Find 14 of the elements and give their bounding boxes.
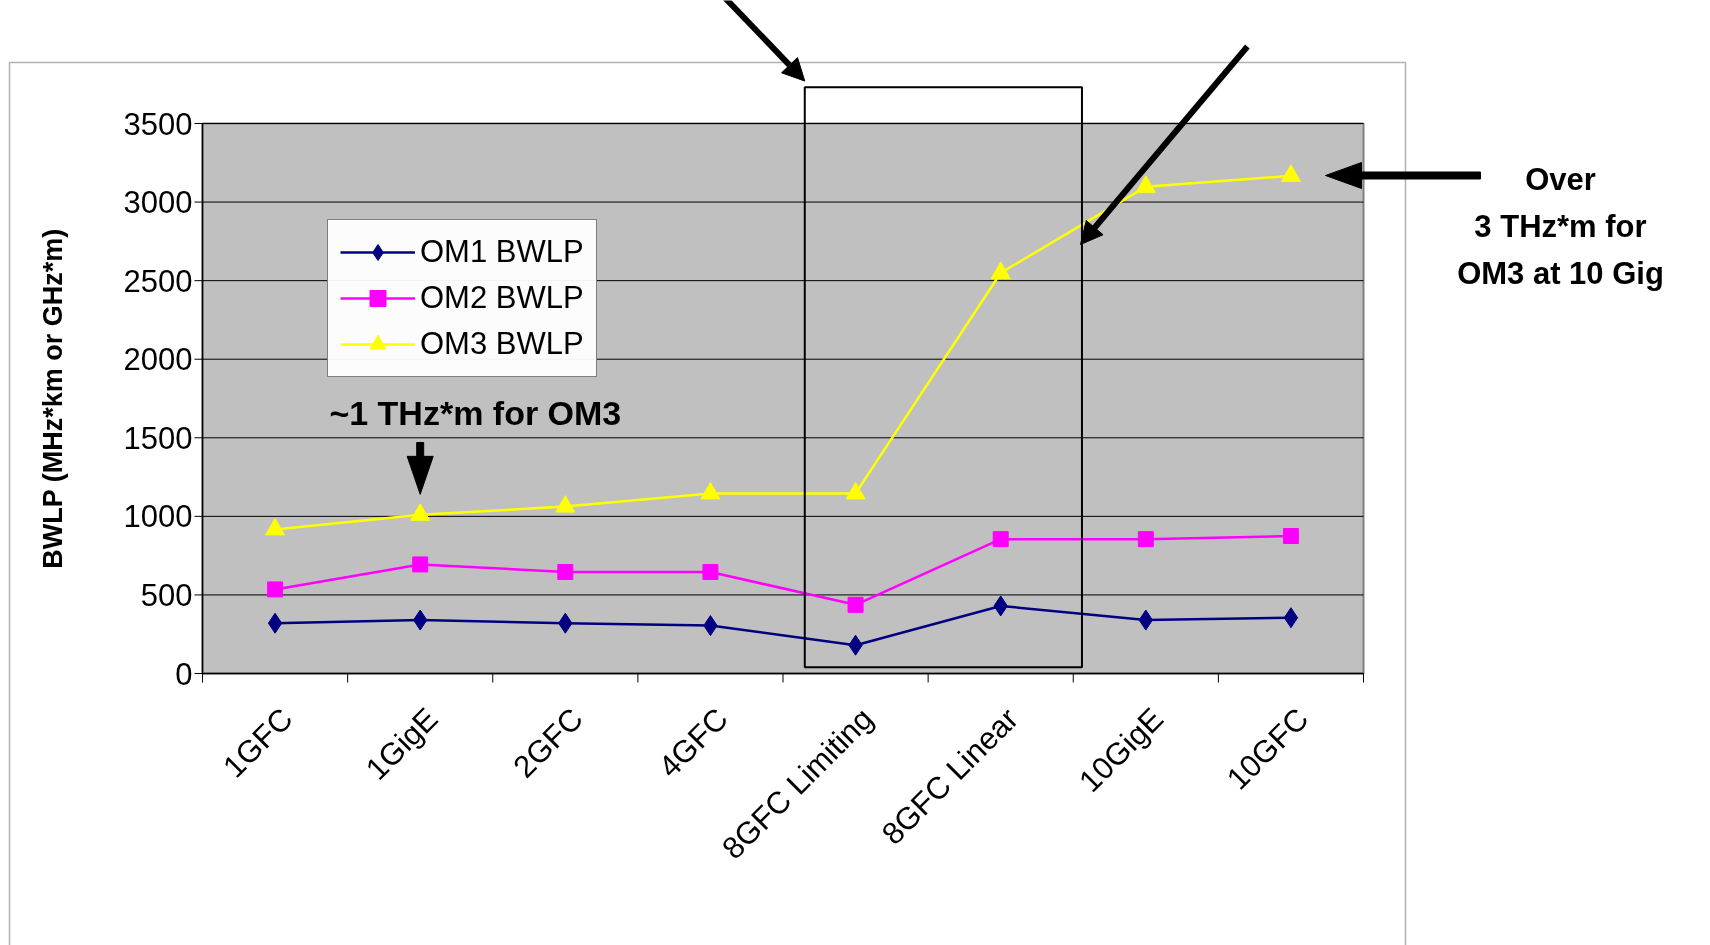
legend-label: OM1 BWLP xyxy=(420,234,584,270)
y-axis-title: BWLP (MHz*km or GHz*m) xyxy=(37,228,68,569)
legend-label: OM2 BWLP xyxy=(420,280,584,316)
y-tick-label: 2500 xyxy=(123,263,193,299)
legend-label: OM3 BWLP xyxy=(420,326,584,362)
y-tick-label: 3000 xyxy=(123,185,193,221)
y-tick-label: 0 xyxy=(175,656,193,692)
y-tick-label: 2000 xyxy=(123,342,193,378)
annotation: ~1 THz*m for OM3 xyxy=(329,393,622,432)
text: Over 3 THz*m for OM3 at 10 Gig xyxy=(1457,161,1664,291)
y-tick-label: 1500 xyxy=(123,420,193,456)
y-tick-label: 500 xyxy=(140,577,193,613)
y-tick-label: 3500 xyxy=(123,106,193,142)
y-tick-label: 1000 xyxy=(123,499,193,535)
